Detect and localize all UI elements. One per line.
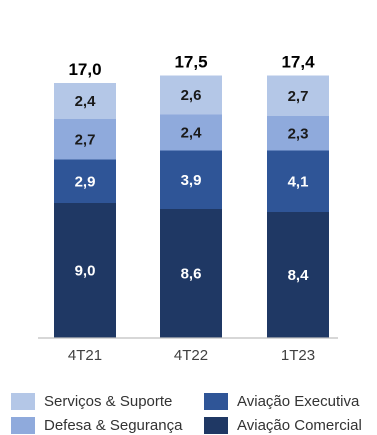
bar-segment: [54, 159, 116, 203]
bar-segment: [160, 209, 222, 338]
bar-value-label: 9,0: [75, 263, 96, 280]
bar-value-label: 2,7: [288, 88, 309, 105]
total-label: 17,4: [281, 53, 315, 72]
bar-segment: [160, 150, 222, 209]
bar-segment: [267, 212, 329, 338]
total-label: 17,5: [174, 53, 207, 72]
bar-value-label: 4,1: [288, 173, 309, 190]
bar-value-label: 8,4: [288, 267, 310, 284]
x-tick-label: 4T21: [68, 347, 102, 364]
bar-value-label: 2,6: [181, 87, 202, 104]
total-label: 17,0: [68, 60, 101, 79]
bar-value-label: 3,9: [181, 172, 202, 189]
bar-value-label: 2,7: [75, 131, 96, 148]
bar-value-label: 2,4: [75, 93, 97, 110]
bar-segment: [54, 119, 116, 160]
bar-segment: [54, 83, 116, 119]
bar-segment: [267, 75, 329, 116]
bar-segment: [160, 75, 222, 115]
bar-segment: [267, 150, 329, 212]
bar-value-label: 8,6: [181, 266, 202, 283]
bar-segment: [267, 116, 329, 151]
x-tick-label: 1T23: [281, 347, 315, 364]
bar-segment: [54, 203, 116, 338]
bar-value-label: 2,9: [75, 173, 96, 190]
total-labels: 17,0 17,5 17,4: [68, 53, 315, 80]
x-axis-labels: 4T21 4T22 1T23: [68, 347, 315, 364]
x-tick-label: 4T22: [174, 347, 208, 364]
bar-segment: [160, 114, 222, 151]
bars-group: 9,0 2,9 2,7 2,4 8,6 3,9 2,4 2,6 8,4 4,1 2,3 2,7: [54, 75, 329, 338]
bar-value-label: 2,4: [181, 125, 203, 142]
bar-value-label: 2,3: [288, 125, 309, 142]
